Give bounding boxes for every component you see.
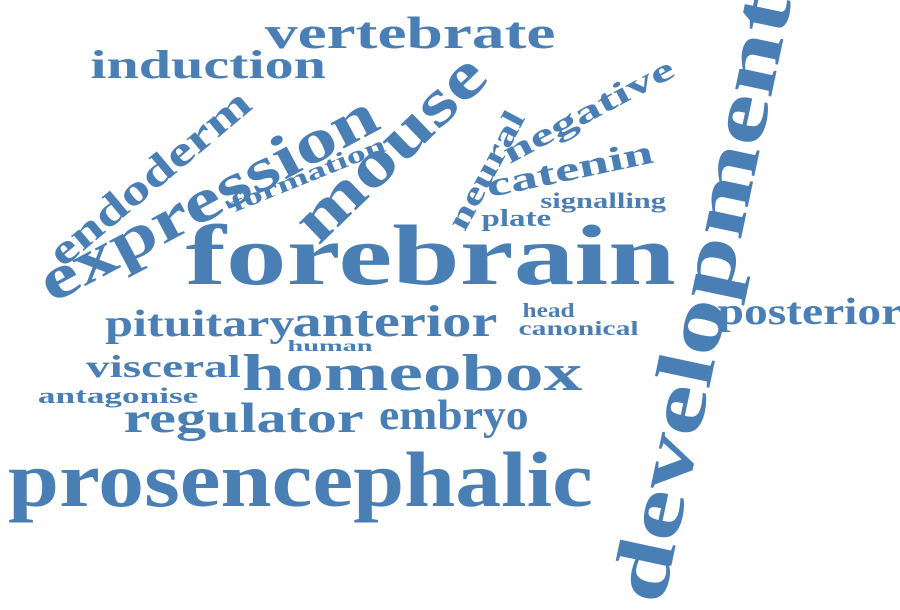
word-vertebrate: vertebrate (264, 7, 556, 58)
word-head: head (521, 300, 575, 322)
word-anterior: anterior (292, 297, 498, 346)
word-homeobox: homeobox (241, 345, 583, 402)
word-canonical: canonical (517, 318, 639, 340)
word-plate: plate (481, 206, 551, 232)
word-regulator: regulator (122, 396, 364, 442)
word-pituitary: pituitary (105, 303, 295, 345)
word-visceral: visceral (85, 348, 241, 384)
word-signalling: signalling (540, 188, 667, 213)
word-human: human (287, 338, 373, 355)
word-antagonise: antagonise (37, 383, 199, 408)
word-prosencephalic: prosencephalic (7, 436, 593, 523)
word-posterior: posterior (717, 291, 900, 333)
word-embryo: embryo (379, 393, 529, 439)
word-induction: induction (90, 42, 326, 87)
word-cloud: forebrain prosencephalic development exp… (7, 0, 900, 610)
word-forebrain: forebrain (184, 207, 676, 303)
